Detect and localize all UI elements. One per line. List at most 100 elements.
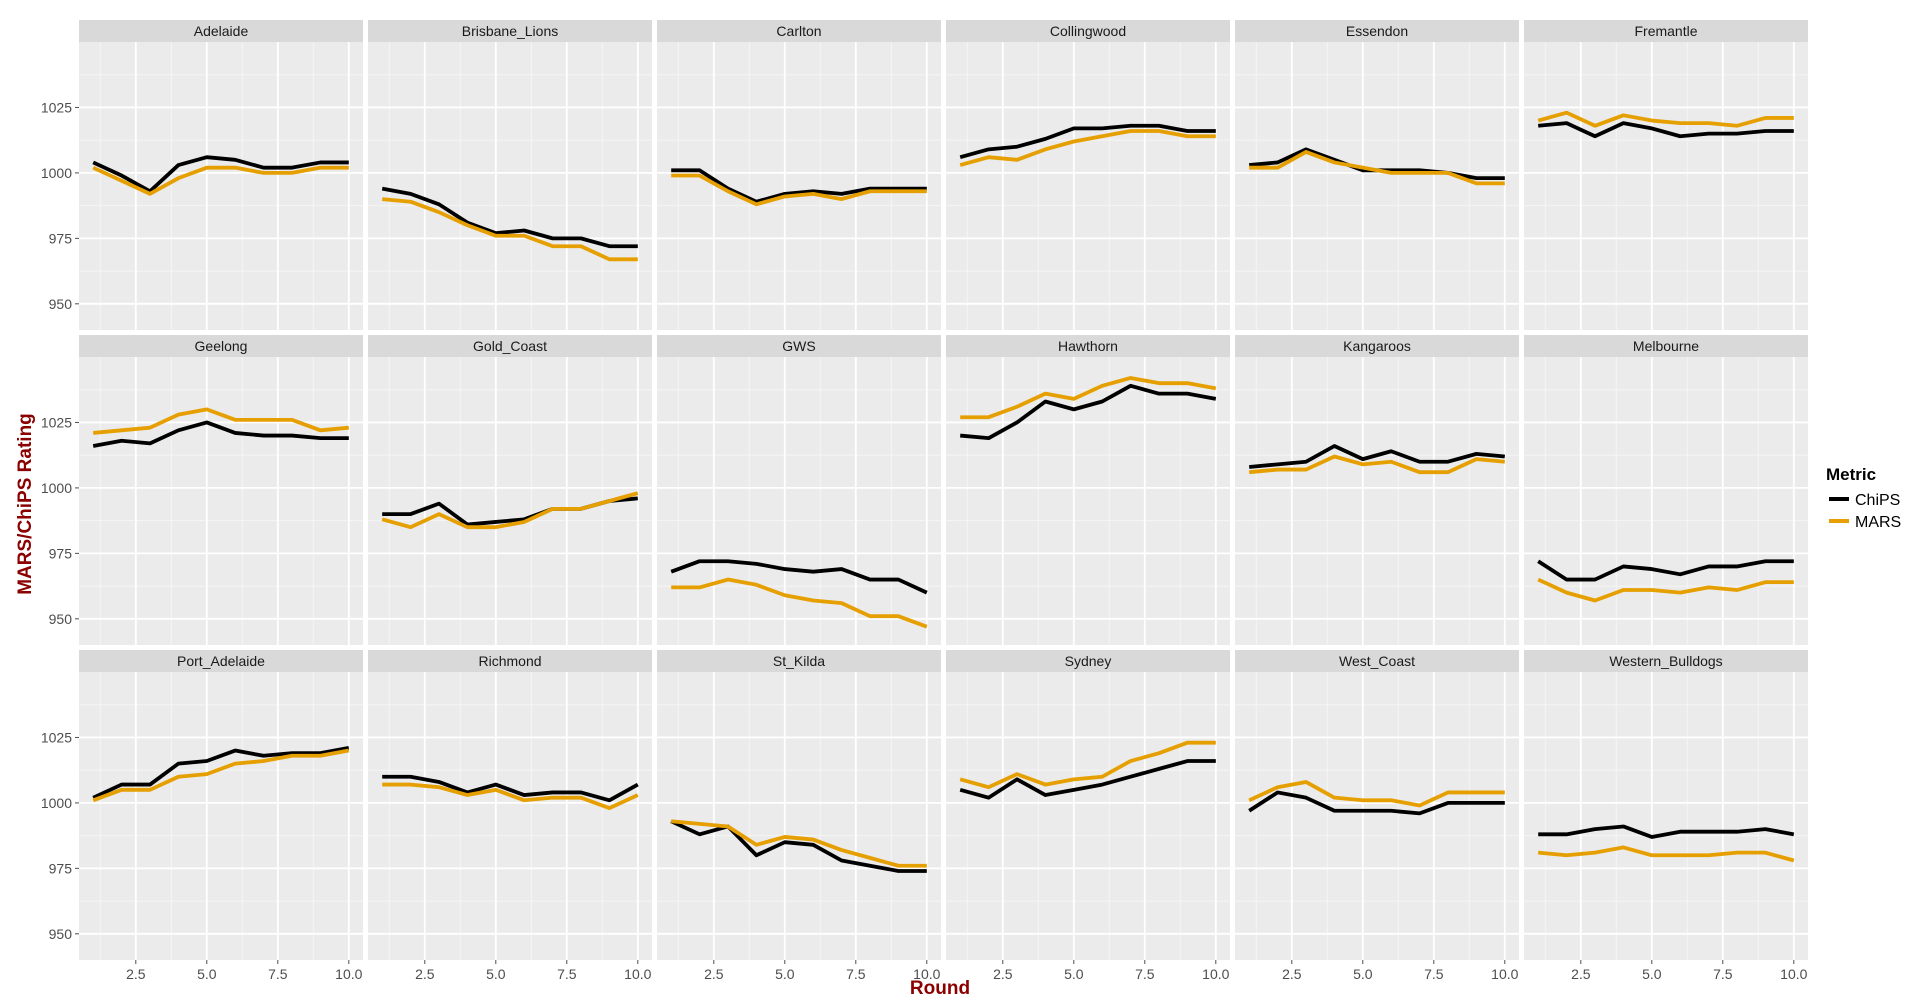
facet-panels: Adelaide 950 975 1000 1025 Brisbane_Lions Carl… [41,20,1808,982]
facet-panel: Fremantle [1524,20,1808,330]
series-line-mars [381,491,639,530]
series-line-chips [1538,121,1794,139]
facet-panel: Carlton [657,20,941,330]
x-tick-label: 5.0 [1064,966,1084,982]
series-line-mars [671,819,927,868]
facet-panel: Adelaide 950 975 1000 1025 [41,20,363,330]
facet-strip-label: Fremantle [1634,23,1697,39]
facet-panel: Collingwood [946,20,1230,330]
x-tick-label: 5.0 [775,966,795,982]
plot-background [1235,42,1519,330]
facet-strip-label: Geelong [195,338,248,354]
facet-panel: Gold_Coast [368,335,652,645]
facet-strip-label: Essendon [1346,23,1408,39]
facet-strip-label: Hawthorn [1058,338,1118,354]
series-line-mars [1249,150,1505,186]
series-line-mars [671,173,927,207]
series-line-mars [960,376,1217,420]
facet-strip-label: Melbourne [1633,338,1699,354]
series-line-mars [1249,454,1505,475]
facet-strip [79,335,363,357]
series-line-chips [960,383,1217,441]
series-line-chips [382,774,639,803]
facet-panel: Essendon [1235,20,1519,330]
facet-strip [946,335,1230,357]
x-tick-label: 10.0 [624,966,651,982]
facet-panel: Brisbane_Lions [368,20,652,330]
plot-background [1524,42,1808,330]
series-line-mars [1538,845,1795,863]
facet-panel: Western_Bulldogs 2.5 5.0 7.5 10.0 [1524,650,1808,982]
x-tick-label: 2.5 [415,966,435,982]
facet-strip-label: Gold_Coast [473,338,547,354]
facet-panel: Sydney 2.5 5.0 7.5 10.0 [946,650,1230,982]
facet-panel: Kangaroos [1235,335,1519,645]
y-tick-label: 1000 [41,165,72,181]
facet-strip [657,20,941,42]
x-tick-label: 10.0 [913,966,940,982]
series-line-chips [92,746,350,800]
series-line-mars [92,748,350,803]
x-tick-label: 7.5 [268,966,288,982]
series-line-chips [1538,824,1795,839]
plot-background [1235,672,1519,960]
x-tick-label: 2.5 [704,966,724,982]
facet-strip [657,335,941,357]
y-tick-label: 950 [49,611,73,627]
series-line-mars [959,740,1216,790]
y-tick-label: 1025 [41,729,72,745]
facet-strip-label: Western_Bulldogs [1609,653,1722,669]
facet-panel: West_Coast 2.5 5.0 7.5 10.0 [1235,650,1519,982]
facet-strip-label: Carlton [776,23,821,39]
y-tick-label: 975 [49,230,73,246]
x-tick-label: 7.5 [1424,966,1444,982]
plot-background [368,42,652,330]
plot-background [79,357,363,645]
x-tick-label: 5.0 [1353,966,1373,982]
x-tick-label: 2.5 [1571,966,1591,982]
facet-strip [1235,335,1519,357]
series-line-mars [959,129,1216,167]
legend-label-chips: ChiPS [1855,492,1900,509]
facet-strip-label: Adelaide [194,23,249,39]
plot-background [946,672,1230,960]
facet-strip [1524,650,1808,672]
facet-strip-label: Brisbane_Lions [462,23,559,39]
facet-strip-label: Kangaroos [1343,338,1411,354]
x-tick-label: 5.0 [1642,966,1662,982]
plot-background [946,42,1230,330]
y-tick-label: 950 [49,926,73,942]
plot-background [946,357,1230,645]
x-tick-label: 10.0 [335,966,362,982]
facet-strip [1235,20,1519,42]
facet-strip [368,650,652,672]
series-line-mars [92,165,349,196]
facet-strip [657,650,941,672]
facet-strip [1524,335,1808,357]
plot-background [1235,357,1519,645]
x-tick-label: 7.5 [846,966,866,982]
x-tick-label: 2.5 [993,966,1013,982]
legend: Metric ChiPS MARS [1826,465,1901,531]
series-line-chips [1537,559,1794,582]
series-line-chips [1248,790,1505,816]
facet-strip [368,20,652,42]
series-line-chips [92,155,349,194]
y-tick-label: 975 [49,545,73,561]
series-line-mars [1537,577,1794,603]
x-tick-label: 2.5 [1282,966,1302,982]
series-line-mars [1248,780,1505,808]
y-tick-label: 1025 [41,414,72,430]
facet-strip [946,650,1230,672]
facet-panel: GWS [657,335,941,645]
facet-strip-label: St_Kilda [773,653,825,669]
x-tick-label: 2.5 [126,966,146,982]
plot-background [79,42,363,330]
facet-strip-label: GWS [782,338,815,354]
facet-panel: St_Kilda 2.5 5.0 7.5 10.0 [657,650,941,982]
facet-panel: Port_Adelaide 950 975 1000 1025 2.5 5.0 7.5 10.0 [41,650,363,982]
series-line-mars [382,782,639,811]
series-line-chips [959,759,1216,800]
x-tick-label: 7.5 [1135,966,1155,982]
